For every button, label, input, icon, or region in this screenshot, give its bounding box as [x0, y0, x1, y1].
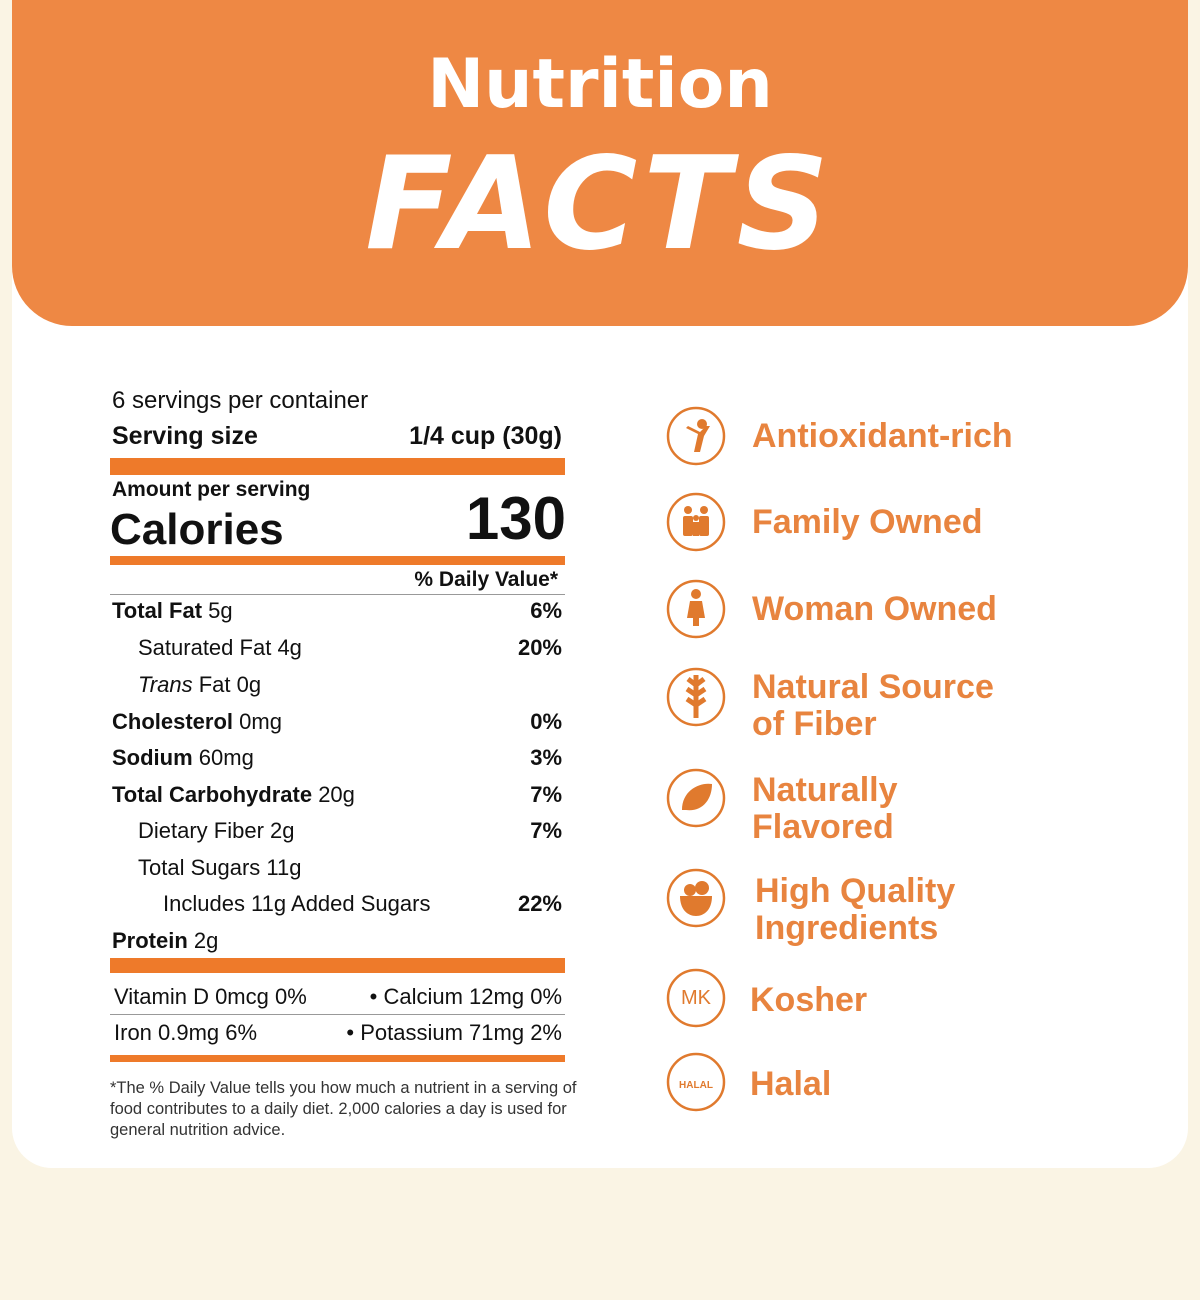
- nutrient-amount: 0mg: [239, 709, 282, 734]
- feature: Woman Owned: [752, 591, 997, 628]
- feature: Natural Source of Fiber: [752, 669, 994, 743]
- nutrient-amount: 2g: [270, 818, 295, 843]
- nutrient-name: Dietary Fiber: [138, 818, 264, 843]
- serving-size-label: Serving size: [112, 422, 258, 450]
- nutrient-amount: 4g: [277, 635, 302, 660]
- nutrient-dv: 22%: [517, 891, 562, 916]
- divider: [110, 458, 565, 475]
- icon-glyphs: MK HALAL: [679, 419, 713, 1091]
- nutrient-name: Total Fat: [112, 598, 203, 623]
- title: Nutrition: [427, 45, 773, 124]
- icon-rings: [666, 406, 726, 1112]
- nutrient: Sodium 60mg: [112, 745, 254, 771]
- nutrient-name: Total Carbohydrate: [112, 782, 313, 807]
- feature: Family Owned: [752, 504, 983, 541]
- feature: Antioxidant-rich: [752, 418, 1013, 455]
- feature: High Quality Ingredients: [755, 873, 955, 947]
- nutrient: Total Fat 5g: [112, 598, 233, 624]
- feature-icons: MK HALAL: [666, 406, 726, 1112]
- feature-line: Flavored: [752, 808, 894, 846]
- nutrient: Dietary Fiber 2g: [138, 818, 295, 844]
- nutrient-name: Cholesterol: [112, 709, 234, 734]
- nutrient-amount: 5g: [208, 598, 233, 623]
- nutrient-name: Saturated Fat: [138, 635, 272, 660]
- nutrient-dv: 0%: [530, 709, 562, 734]
- nutrient: Protein 2g: [112, 928, 218, 954]
- vitamin: • Calcium 12mg 0%: [369, 984, 562, 1009]
- header: [12, 0, 1188, 326]
- vitamin: • Potassium 71mg 2%: [346, 1020, 562, 1045]
- amount-per-serving: Amount per serving: [112, 478, 311, 501]
- feature-line: Woman Owned: [752, 590, 997, 628]
- divider: [110, 1055, 565, 1062]
- feature-line: High Quality: [755, 872, 956, 910]
- nutrient-amount: 0g: [236, 672, 262, 697]
- nutrient: Total Sugars 11g: [138, 855, 302, 881]
- feature-line: Halal: [750, 1065, 832, 1103]
- title: FACTS: [365, 130, 835, 279]
- divider: [110, 958, 565, 973]
- feature-line: Natural Source: [752, 668, 994, 706]
- nutrient: Total Carbohydrate 20g: [112, 782, 355, 808]
- rule: [110, 594, 565, 595]
- feature-line: Kosher: [750, 981, 868, 1019]
- nutrient-amount: 11g: [266, 855, 302, 880]
- nutrient: Trans Fat 0g: [138, 672, 261, 698]
- nutrient: Cholesterol 0mg: [112, 709, 282, 735]
- nutrient-name: Sodium: [112, 745, 193, 770]
- vitamin: Iron 0.9mg 6%: [114, 1020, 258, 1045]
- footnote: *The % Daily Value tells you how much a …: [110, 1079, 577, 1139]
- feature-line: of Fiber: [752, 705, 877, 743]
- nutrient: Saturated Fat 4g: [138, 635, 302, 661]
- nutrient-dv: 6%: [530, 598, 562, 623]
- svg-text:HALAL: HALAL: [679, 1080, 713, 1091]
- rule: [110, 1014, 565, 1015]
- divider: [110, 556, 565, 565]
- nutrient-amount: 2g: [193, 928, 219, 953]
- feature-line: Naturally: [752, 771, 898, 809]
- nutrient: Includes 11g Added Sugars: [163, 891, 431, 916]
- vitamin: Vitamin D 0mcg 0%: [114, 984, 307, 1009]
- calories: 130: [465, 485, 566, 552]
- feature-line: Family Owned: [752, 503, 983, 541]
- serving-size: 1/4 cup (30g): [409, 422, 562, 450]
- page: Nutrition FACTS 6 servings per container…: [12, 0, 1188, 1168]
- feature: Halal: [750, 1066, 831, 1103]
- nutrient-dv: 3%: [530, 745, 562, 770]
- nutrient-dv: 7%: [530, 782, 562, 807]
- nutrient-name: Total Sugars: [138, 855, 261, 880]
- nutrient-name: Fat: [198, 672, 231, 697]
- nutrient-amount: 60mg: [198, 745, 254, 770]
- nutrient-dv: 7%: [530, 818, 562, 843]
- feature: Naturally Flavored: [752, 772, 898, 846]
- feature-line: Antioxidant-rich: [752, 417, 1013, 455]
- servings: 6 servings per container: [112, 387, 369, 414]
- nutrient-amount: 20g: [318, 782, 355, 807]
- feature-line: Ingredients: [755, 909, 939, 947]
- nutrient-name: Protein: [112, 928, 188, 953]
- nutrient-dv: 20%: [517, 635, 562, 660]
- nutrient-name-italic: Trans: [138, 672, 193, 697]
- feature: Kosher: [750, 982, 867, 1019]
- calories-label: Calories: [110, 505, 284, 554]
- svg-text:MK: MK: [681, 987, 712, 1009]
- daily-value-header: % Daily Value*: [414, 568, 558, 591]
